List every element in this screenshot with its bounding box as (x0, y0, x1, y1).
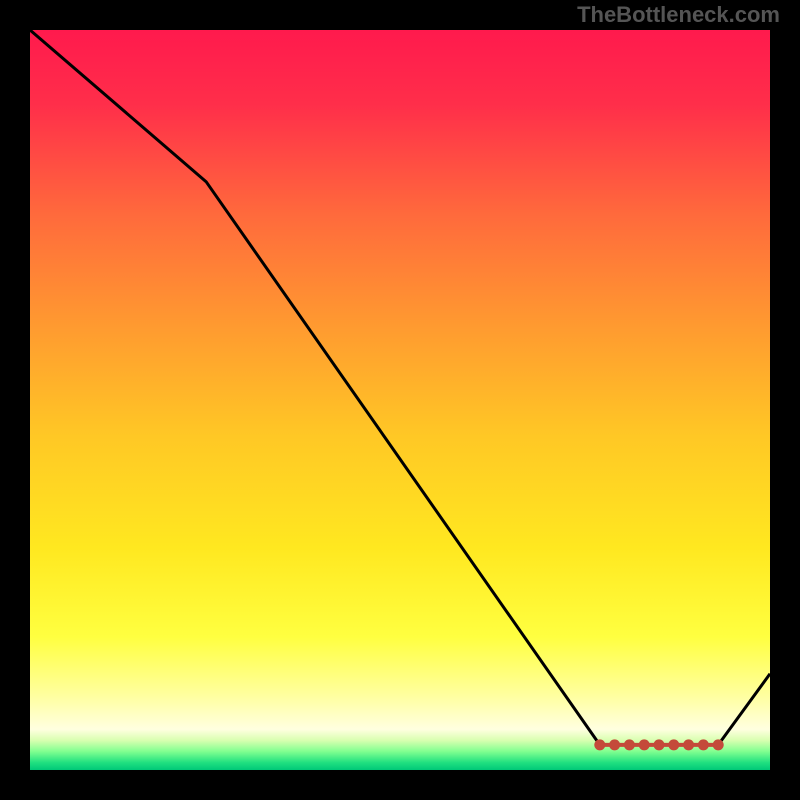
marker-dot (668, 739, 679, 750)
watermark-text: TheBottleneck.com (577, 2, 780, 28)
plot-background (30, 30, 770, 770)
marker-dot (654, 739, 665, 750)
marker-dot (624, 739, 635, 750)
frame-left (0, 0, 30, 800)
chart-container: TheBottleneck.com (0, 0, 800, 800)
marker-dot (639, 739, 650, 750)
marker-dot (698, 739, 709, 750)
marker-dot (609, 739, 620, 750)
marker-dot (594, 739, 605, 750)
marker-dot (683, 739, 694, 750)
chart-canvas (0, 0, 800, 800)
frame-bottom (0, 770, 800, 800)
marker-dot (713, 739, 724, 750)
frame-right (770, 0, 800, 800)
marker-band (594, 739, 723, 750)
